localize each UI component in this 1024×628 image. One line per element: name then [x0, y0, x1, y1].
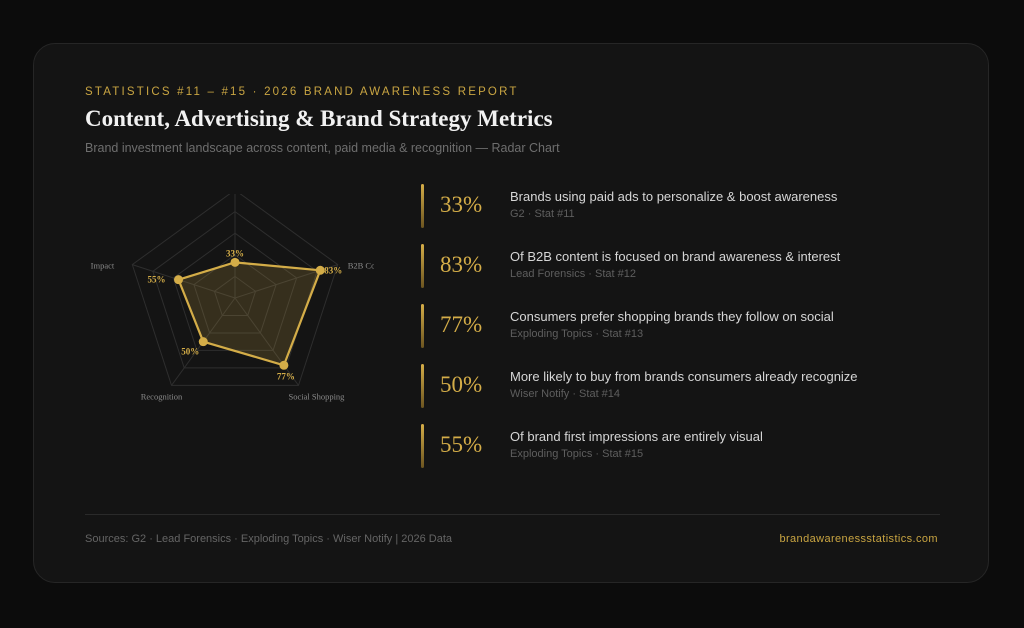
radar-grid-ring	[213, 275, 257, 316]
radar-value-label: 55%	[148, 275, 166, 285]
radar-axis-label: Impact	[91, 261, 115, 271]
radar-grid-ring	[193, 254, 277, 334]
radar-series-area	[177, 261, 322, 367]
radar-value-label: 33%	[226, 248, 244, 258]
stat-value: 77%	[440, 312, 483, 337]
radar-data-point	[279, 360, 289, 370]
page-title: Content, Advertising & Brand Strategy Me…	[85, 106, 553, 131]
stat-source: Lead Forensics · Stat #12	[510, 268, 636, 280]
stat-accent-bar	[421, 364, 424, 408]
stat-text: Of brand first impressions are entirely …	[510, 429, 763, 444]
stat-text: Of B2B content is focused on brand aware…	[510, 249, 841, 264]
stat-accent-bar	[421, 304, 424, 348]
eyebrow-label: STATISTICS #11 – #15 · 2026 BRAND AWAREN…	[85, 86, 519, 98]
footer-divider	[85, 514, 940, 515]
stat-source: Exploding Topics · Stat #13	[510, 328, 644, 340]
stat-item: 50% More likely to buy from brands consu…	[421, 364, 941, 408]
radar-axis-label: B2B Cor	[348, 261, 374, 271]
stat-text: Brands using paid ads to personalize & b…	[510, 189, 838, 204]
stat-accent-bar	[421, 184, 424, 228]
stat-item: 55% Of brand first impressions are entir…	[421, 424, 941, 468]
radar-value-label: 83%	[324, 265, 342, 275]
stat-item: 33% Brands using paid ads to personalize…	[421, 184, 941, 228]
stat-item: 77% Consumers prefer shopping brands the…	[421, 304, 941, 348]
stat-source: Exploding Topics · Stat #15	[510, 448, 644, 460]
radar-data-point	[198, 337, 208, 347]
radar-grid-ring	[131, 194, 339, 386]
stat-source: G2 · Stat #11	[510, 208, 575, 220]
stat-text: Consumers prefer shopping brands they fo…	[510, 309, 834, 324]
radar-value-label: 77%	[277, 371, 295, 381]
stat-accent-bar	[421, 424, 424, 468]
radar-data-point	[230, 257, 240, 267]
footer-sources: Sources: G2 · Lead Forensics · Exploding…	[85, 533, 453, 545]
radar-axis-label: Recognition	[141, 391, 183, 401]
radar-axis-label: Social Shopping	[288, 391, 345, 401]
stat-text: More likely to buy from brands consumers…	[510, 369, 858, 384]
stat-source: Wiser Notify · Stat #14	[510, 388, 621, 400]
radar-data-point	[174, 275, 184, 285]
radar-value-label: 50%	[181, 347, 199, 357]
stat-item: 83% Of B2B content is focused on brand a…	[421, 244, 941, 288]
stat-accent-bar	[421, 244, 424, 288]
radar-data-point	[315, 265, 325, 275]
report-card: STATISTICS #11 – #15 · 2026 BRAND AWAREN…	[33, 43, 989, 583]
radar-spoke	[132, 264, 236, 299]
radar-spoke	[234, 297, 299, 386]
stat-value: 50%	[440, 372, 483, 397]
radar-chart: 33%83%77%50%55%Paid AdsB2B CorSocial Sho…	[91, 194, 374, 401]
radar-grid-ring	[152, 210, 318, 369]
stat-value: 55%	[440, 432, 483, 457]
footer-site-link[interactable]: brandawarenessstatistics.com	[779, 533, 938, 545]
stat-value: 33%	[440, 192, 483, 217]
page-subtitle: Brand investment landscape across conten…	[85, 141, 560, 155]
stat-value: 83%	[440, 252, 483, 277]
